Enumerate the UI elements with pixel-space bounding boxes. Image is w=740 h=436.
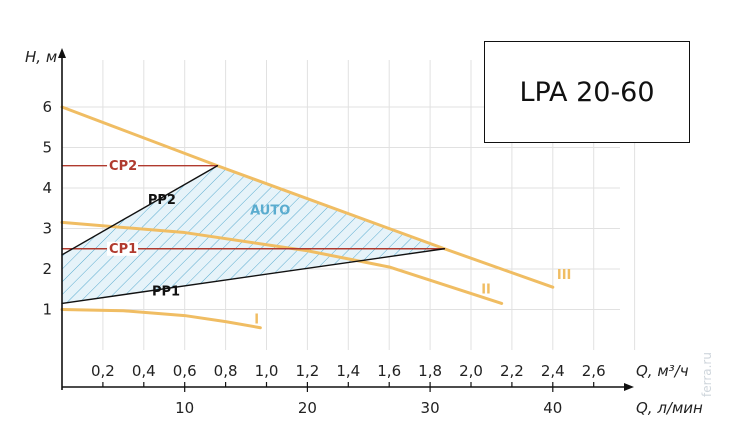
x-tick-label: 2,6 bbox=[582, 362, 606, 380]
y-axis-title: H, м bbox=[25, 48, 57, 66]
series-lines bbox=[60, 105, 555, 330]
y-axis-arrow bbox=[58, 48, 66, 58]
x-tick-label: 0,4 bbox=[132, 362, 156, 380]
series-label-iii: III bbox=[557, 268, 572, 283]
x-tick-label: 1,8 bbox=[418, 362, 442, 380]
axes: 0,2 0,4 0,6 0,8 1,0 1,2 1,4 1,6 1,8 2,0 2,2 2,4 2,6 1… bbox=[25, 48, 703, 417]
series-label-ii: II bbox=[481, 282, 491, 297]
x2-tick-label: 20 bbox=[298, 399, 317, 417]
x2-tick-label: 10 bbox=[175, 399, 194, 417]
chart-title: LPA 20-60 bbox=[519, 76, 655, 108]
series-ii-line bbox=[60, 220, 504, 305]
label-bg-cp2 bbox=[107, 158, 139, 173]
series-label-pp2: PP2 bbox=[148, 193, 176, 208]
y-tick-label: 4 bbox=[42, 179, 52, 197]
x-tick-label: 0,2 bbox=[91, 362, 115, 380]
series-pp1-line bbox=[61, 248, 446, 305]
series-iii-line bbox=[60, 105, 555, 289]
x-tick-label: 0,8 bbox=[214, 362, 238, 380]
y-tick-label: 6 bbox=[42, 98, 52, 116]
x-tick-label: 2,2 bbox=[500, 362, 524, 380]
label-bg-cp1 bbox=[107, 241, 139, 256]
y-tick-label: 5 bbox=[42, 139, 52, 157]
x-axis-arrow bbox=[624, 383, 634, 391]
series-pp2-line bbox=[61, 165, 219, 256]
y-tick-label: 2 bbox=[42, 260, 52, 278]
series-label-pp1: PP1 bbox=[152, 284, 180, 299]
series-i-line bbox=[60, 308, 262, 330]
x2-tick-label: 30 bbox=[421, 399, 440, 417]
watermark: ferra.ru bbox=[700, 352, 714, 398]
series-label-i: I bbox=[254, 313, 259, 328]
x-axis-title: Q, м³/ч bbox=[636, 362, 689, 380]
x-tick-label: 2,4 bbox=[541, 362, 565, 380]
x-tick-label: 1,2 bbox=[295, 362, 319, 380]
x2-tick-label: 40 bbox=[543, 399, 562, 417]
auto-hatch bbox=[62, 165, 445, 304]
auto-area bbox=[62, 165, 445, 304]
series-label-cp2: CP2 bbox=[109, 159, 137, 174]
y-tick-label: 1 bbox=[42, 301, 52, 319]
x-tick-label: 0,6 bbox=[173, 362, 197, 380]
x-tick-label: 1,0 bbox=[255, 362, 279, 380]
y-tick-label: 3 bbox=[42, 220, 52, 238]
annotation-auto: AUTO bbox=[250, 203, 290, 218]
x-tick-label: 2,0 bbox=[459, 362, 483, 380]
x-tick-label: 1,4 bbox=[336, 362, 360, 380]
series-label-cp1: CP1 bbox=[109, 242, 137, 257]
x-tick-label: 1,6 bbox=[377, 362, 401, 380]
title-box: LPA 20-60 bbox=[484, 41, 690, 143]
x2-axis-title: Q, л/мин bbox=[636, 399, 703, 417]
